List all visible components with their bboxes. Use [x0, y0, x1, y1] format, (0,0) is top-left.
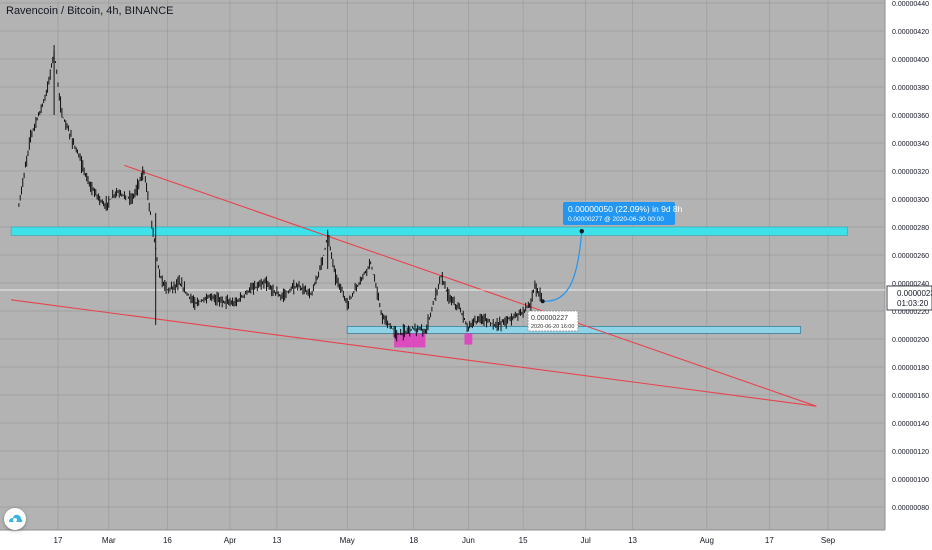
- price-tick-label: 0.00000160: [892, 393, 929, 400]
- price-tick-label: 0.00000100: [892, 477, 929, 484]
- time-tick-label: May: [340, 536, 355, 545]
- highlight-box: [394, 333, 426, 348]
- price-tick-label: 0.00000220: [892, 309, 929, 316]
- price-tick-label: 0.00000200: [892, 337, 929, 344]
- price-tick-label: 0.00000380: [892, 85, 929, 92]
- price-tick-label: 0.00000400: [892, 57, 929, 64]
- point-tooltip-box: [527, 310, 579, 332]
- plot-background: [0, 0, 885, 530]
- price-tick-label: 0.00000420: [892, 29, 929, 36]
- price-tick-label: 0.00000240: [892, 281, 929, 288]
- projection-start-dot: [540, 299, 545, 304]
- current-price-tag: [886, 285, 932, 311]
- price-series: [18, 45, 542, 342]
- projection-curve: [542, 231, 583, 302]
- lower-trend-line: [11, 299, 817, 407]
- time-tick-label: Aug: [700, 536, 714, 545]
- projection-label-box: [563, 202, 675, 225]
- projection-end-dot: [579, 229, 584, 234]
- price-tick-label: 0.00000280: [892, 225, 929, 232]
- price-axis-background[interactable]: [885, 0, 932, 530]
- projection-main-label: 0.00000050 (22.09%) in 9d 8h: [568, 204, 683, 214]
- price-tick-label: 0.00000320: [892, 169, 929, 176]
- time-tick-label: 15: [519, 536, 528, 545]
- projection-sub-label: 0.00000277 @ 2020-06-30 00:00: [568, 216, 664, 223]
- cloud-icon: [9, 514, 23, 522]
- price-axis[interactable]: 0.00000440 0.00000420 0.00000400 0.00000380…: [892, 1, 929, 512]
- time-tick-label: 17: [54, 536, 63, 545]
- point-tooltip-date: 2020-06-20 16:00: [531, 324, 574, 330]
- time-tick-label: Mar: [102, 536, 116, 545]
- time-tick-label: Apr: [224, 536, 237, 545]
- price-tick-label: 0.00000360: [892, 113, 929, 120]
- point-tooltip-price: 0.00000227: [531, 315, 568, 322]
- time-tick-label: 18: [409, 536, 418, 545]
- time-axis-background[interactable]: [0, 530, 885, 550]
- symbol-title: Ravencoin / Bitcoin, 4h, BINANCE: [6, 5, 174, 17]
- annotations: 0.00000050 (22.09%) in 9d 8h 0.00000277 …: [527, 202, 683, 332]
- price-tick-label: 0.00000140: [892, 421, 929, 428]
- price-tick-label: 0.00000080: [892, 505, 929, 512]
- time-tick-label: 13: [628, 536, 637, 545]
- price-tick-label: 0.00000260: [892, 253, 929, 260]
- resistance-zone: [10, 226, 848, 236]
- time-tick-label: 13: [272, 536, 281, 545]
- price-tick-label: 0.00000120: [892, 449, 929, 456]
- price-tick-label: 0.00000340: [892, 141, 929, 148]
- time-tick-label: Jun: [462, 536, 475, 545]
- time-tick-label: Jul: [581, 536, 591, 545]
- time-axis[interactable]: 17 Mar 16 Apr 13 May 18 Jun 15 Jul 13 Aug 17 Sep: [54, 536, 836, 545]
- time-tick-label: Sep: [821, 536, 836, 545]
- downtrend-line: [124, 164, 817, 407]
- time-tick-label: 17: [765, 536, 774, 545]
- tradingview-logo[interactable]: [4, 508, 26, 530]
- trend-lines: [0, 164, 885, 407]
- countdown-label: 01:03:20: [897, 299, 929, 308]
- current-price-marker: 0.00000235 01:03:20: [886, 285, 932, 311]
- time-tick-label: 16: [163, 536, 172, 545]
- price-tick-label: 0.00000440: [892, 1, 929, 8]
- highlight-box: [464, 333, 473, 345]
- price-tick-label: 0.00000300: [892, 197, 929, 204]
- price-tick-label: 0.00000180: [892, 365, 929, 372]
- current-price-label: 0.00000235: [897, 289, 932, 298]
